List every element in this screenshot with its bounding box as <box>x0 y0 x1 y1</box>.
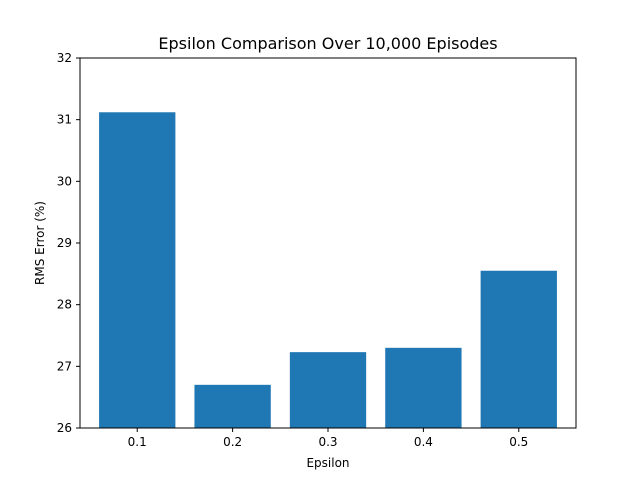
y-tick-label: 29 <box>57 236 72 250</box>
y-tick-label: 28 <box>57 298 72 312</box>
y-tick-label: 26 <box>57 421 72 435</box>
bar-0.2 <box>194 384 271 428</box>
plot-frame <box>79 57 577 429</box>
x-tick-label: 0.3 <box>318 435 337 449</box>
x-tick-label: 0.1 <box>128 435 147 449</box>
y-tick-label: 32 <box>57 51 72 65</box>
x-axis: 0.1 0.2 0.3 0.4 0.5 <box>128 428 528 449</box>
bar-0.4 <box>385 347 462 428</box>
y-tick-label: 30 <box>57 174 72 188</box>
chart-title: Epsilon Comparison Over 10,000 Episodes <box>158 34 497 53</box>
x-axis-label: Epsilon <box>306 456 349 470</box>
y-axis: 26 27 28 29 30 31 32 <box>57 51 80 435</box>
y-axis-label: RMS Error (%) <box>33 201 47 285</box>
bars-group <box>99 112 557 429</box>
x-tick-label: 0.4 <box>414 435 433 449</box>
bar-0.3 <box>289 352 367 428</box>
y-tick-label: 31 <box>57 113 72 127</box>
y-tick-label: 27 <box>57 359 72 373</box>
x-tick-label: 0.2 <box>223 435 242 449</box>
x-tick-label: 0.5 <box>509 435 528 449</box>
bar-0.5 <box>480 270 557 428</box>
bar-0.1 <box>99 112 176 429</box>
